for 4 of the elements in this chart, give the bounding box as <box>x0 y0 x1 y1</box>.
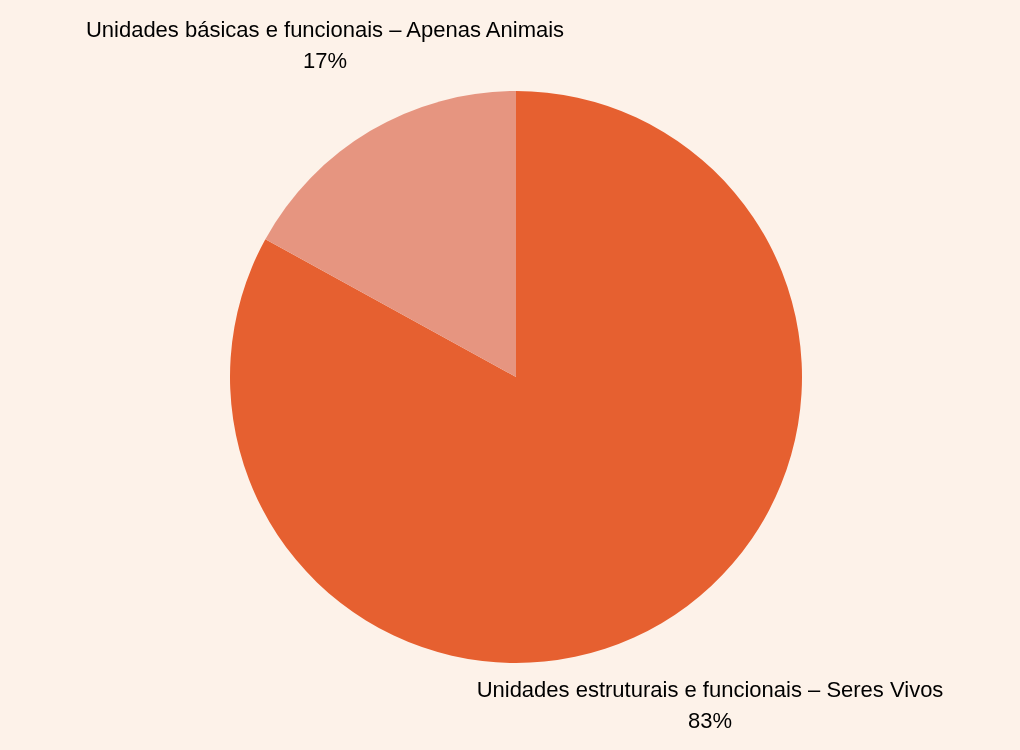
data-label: 83% <box>687 708 733 733</box>
data-label: 17% <box>302 48 348 73</box>
slice-label: Unidades básicas e funcionais – Apenas Animais <box>85 17 565 42</box>
slice-label: Unidades estruturais e funcionais – Seres Vivos <box>476 677 944 702</box>
